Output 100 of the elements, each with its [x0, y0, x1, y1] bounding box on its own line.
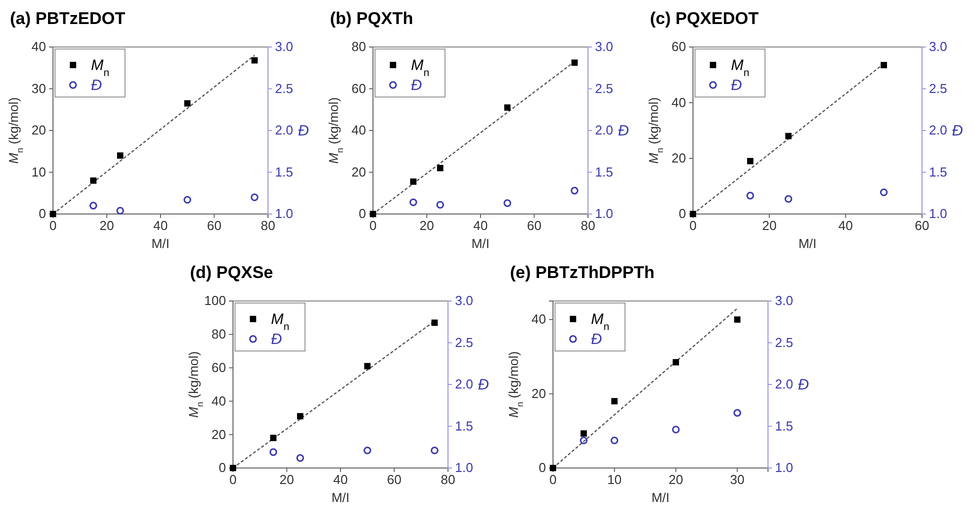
chart-title: (a) PBTzEDOT	[10, 9, 126, 28]
y2-tick-label: 1.5	[275, 164, 294, 180]
point	[570, 186, 578, 194]
x-tick-label: 30	[730, 472, 745, 488]
y-tick-label: 30	[32, 80, 46, 96]
x-tick-label: 80	[580, 218, 596, 234]
y2-tick-label: 3.0	[455, 293, 474, 308]
x-tick-label: 80	[260, 218, 276, 234]
y2-tick-label: 2.5	[455, 334, 474, 350]
point	[117, 152, 124, 159]
legend-label: Đ	[731, 77, 742, 94]
x-tick-label: 0	[689, 218, 697, 234]
y2-tick-label: 1.5	[455, 418, 474, 434]
legend-label: M$_{n}$	[91, 57, 110, 79]
x-tick-label: 40	[838, 218, 853, 234]
x-axis-title: M/I	[151, 236, 170, 251]
point	[504, 104, 511, 111]
point	[690, 210, 696, 218]
y-tick-label: 60	[212, 360, 226, 375]
y-tick-label: 40	[672, 94, 686, 110]
point	[89, 202, 98, 210]
point	[430, 446, 438, 454]
x-tick-label: 60	[387, 472, 402, 488]
point	[747, 158, 754, 164]
x-tick-label: 0	[369, 218, 377, 234]
y-tick-label: 0	[538, 460, 546, 476]
y2-tick-label: 1.5	[775, 418, 794, 434]
x-tick-label: 0	[49, 218, 57, 234]
point	[431, 320, 438, 326]
y2-tick-label: 2.5	[595, 80, 614, 96]
y-tick-label: 60	[672, 39, 686, 54]
point	[116, 206, 124, 214]
point	[409, 198, 418, 206]
x-axis-title: M/I	[471, 236, 490, 251]
y2-tick-label: 2.5	[275, 80, 294, 96]
x-tick-label: 20	[762, 218, 777, 234]
y-tick-label: 40	[532, 312, 546, 327]
x-axis-title: M/I	[798, 236, 817, 251]
y-tick-label: 40	[32, 39, 46, 54]
point	[184, 100, 191, 107]
y2-axis-title: Đ	[478, 376, 489, 394]
y-tick-label: 0	[358, 206, 366, 222]
y-tick-label: 20	[352, 164, 366, 180]
point	[184, 196, 192, 204]
point	[672, 426, 680, 434]
x-tick-label: 60	[914, 218, 930, 234]
y-tick-label: 0	[38, 206, 46, 222]
legend-label: M$_{n}$	[411, 57, 430, 79]
point	[50, 210, 56, 218]
chart-title: (e) PBTzThDPPTh	[510, 263, 654, 282]
legend-label: Đ	[591, 331, 602, 348]
point	[410, 178, 416, 185]
y2-tick-label: 3.0	[595, 39, 614, 54]
x-tick-label: 0	[229, 472, 237, 488]
point	[504, 199, 512, 207]
y2-tick-label: 1.0	[929, 206, 948, 222]
point	[785, 132, 792, 140]
x-tick-label: 20	[280, 472, 294, 488]
x-tick-label: 40	[333, 472, 348, 488]
y2-tick-label: 2.5	[929, 80, 948, 96]
point	[250, 193, 258, 202]
y2-tick-label: 2.0	[455, 376, 474, 392]
y-tick-label: 40	[212, 393, 226, 408]
y2-tick-label: 2.0	[775, 376, 794, 392]
point	[580, 430, 587, 437]
point	[734, 316, 740, 323]
y-tick-label: 20	[532, 386, 546, 401]
y-tick-label: 20	[32, 122, 46, 138]
y2-tick-label: 2.0	[929, 122, 948, 138]
y-tick-label: 60	[352, 80, 366, 96]
y-tick-label: 80	[212, 326, 226, 342]
point	[880, 62, 887, 68]
y2-tick-label: 1.0	[595, 206, 614, 222]
point	[580, 436, 588, 444]
chart-title: (d) PQXSe	[190, 263, 274, 282]
point	[571, 59, 578, 66]
y2-tick-label: 1.5	[595, 164, 614, 180]
point	[230, 464, 236, 472]
y-tick-label: 0	[678, 206, 686, 222]
point	[364, 362, 371, 370]
point	[370, 210, 376, 218]
point	[90, 177, 96, 184]
point	[269, 448, 278, 456]
point	[610, 436, 618, 444]
x-tick-label: 20	[420, 218, 434, 234]
point	[296, 454, 304, 462]
y-tick-label: 0	[218, 460, 226, 476]
point	[746, 192, 754, 200]
y2-axis-title: Đ	[798, 376, 809, 394]
y-tick-label: 40	[352, 122, 366, 138]
y2-tick-label: 2.0	[275, 122, 294, 138]
point	[784, 195, 792, 203]
chart-title: (c) PQXEDOT	[650, 9, 760, 28]
x-tick-label: 80	[440, 472, 456, 488]
y2-tick-label: 1.0	[275, 206, 294, 222]
point	[611, 398, 618, 404]
y2-tick-label: 3.0	[929, 39, 948, 54]
point	[672, 359, 680, 366]
legend-label: Đ	[91, 77, 102, 94]
legend-label: Đ	[411, 77, 422, 94]
